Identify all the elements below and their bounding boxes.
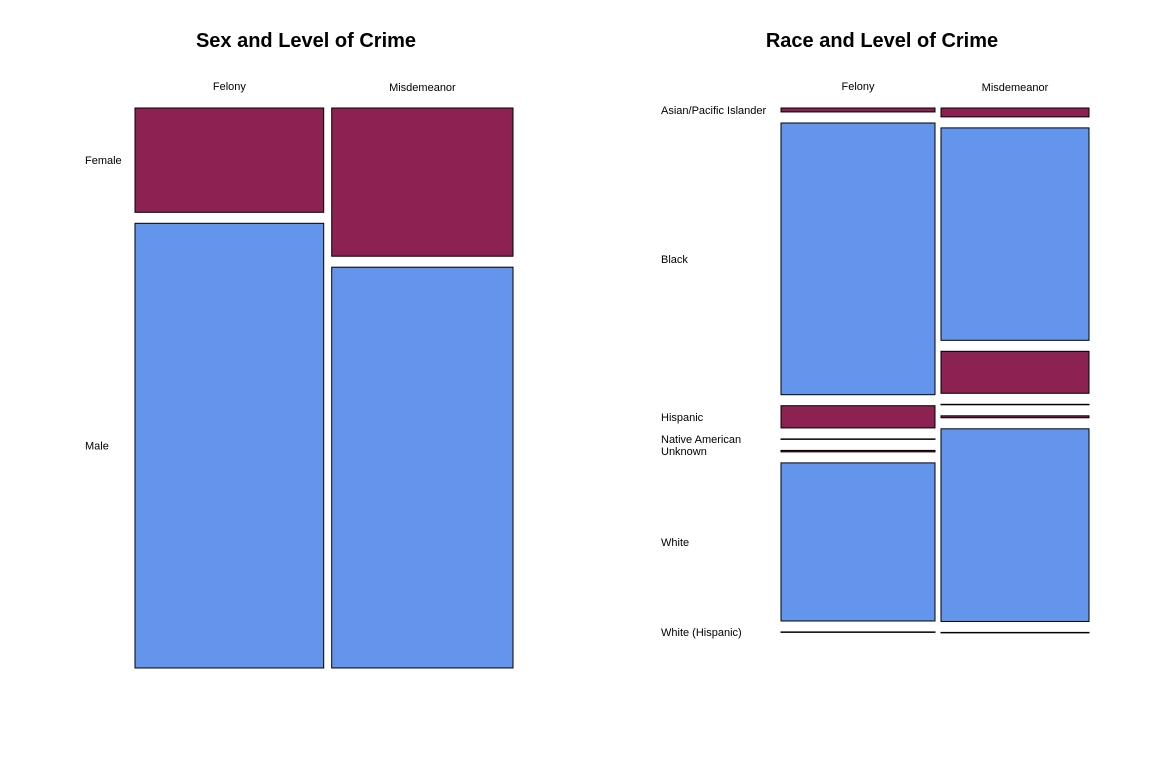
row-label-hispanic: Hispanic [661,412,704,424]
row-label-male: Male [85,441,109,453]
race-mosaic-plot: Race and Level of Crime Felony Misdemeano… [661,30,1090,639]
cell-misdemeanor-asian-pacific-islander [940,107,1090,118]
row-label-unknown: Unknown [661,446,707,458]
race-chart-title: Race and Level of Crime [766,30,998,52]
cell-misdemeanor-white [940,428,1090,622]
row-label-native-american: Native American [661,434,741,446]
row-label-white: White [661,537,689,549]
row-label-white-hispanic: White (Hispanic) [661,627,742,639]
sex-chart-title: Sex and Level of Crime [196,30,416,52]
cell-felony-black [780,122,936,396]
cell-misdemeanor-black [940,127,1090,341]
cell-misdemeanor-hispanic [940,350,1090,394]
column-label-misdemeanor: Misdemeanor [389,82,456,94]
row-label-black: Black [661,254,688,266]
cell-felony-male [134,222,325,669]
sex-mosaic-plot: Sex and Level of Crime Felony Misdemeanor… [85,30,514,669]
cell-misdemeanor-male [331,266,514,669]
cell-misdemeanor-unknown [940,415,1090,419]
cell-felony-unknown [780,449,936,453]
column-label-felony: Felony [213,81,247,93]
cell-misdemeanor-female [331,107,514,257]
column-label-misdemeanor: Misdemeanor [982,82,1049,94]
cell-felony-white [780,462,936,622]
row-label-female: Female [85,155,122,167]
row-label-asian-pacific-islander: Asian/Pacific Islander [661,105,766,117]
cell-felony-female [134,107,325,213]
cell-felony-hispanic [780,405,936,429]
column-label-felony: Felony [841,81,875,93]
cell-felony-asian-pacific-islander [780,107,936,113]
